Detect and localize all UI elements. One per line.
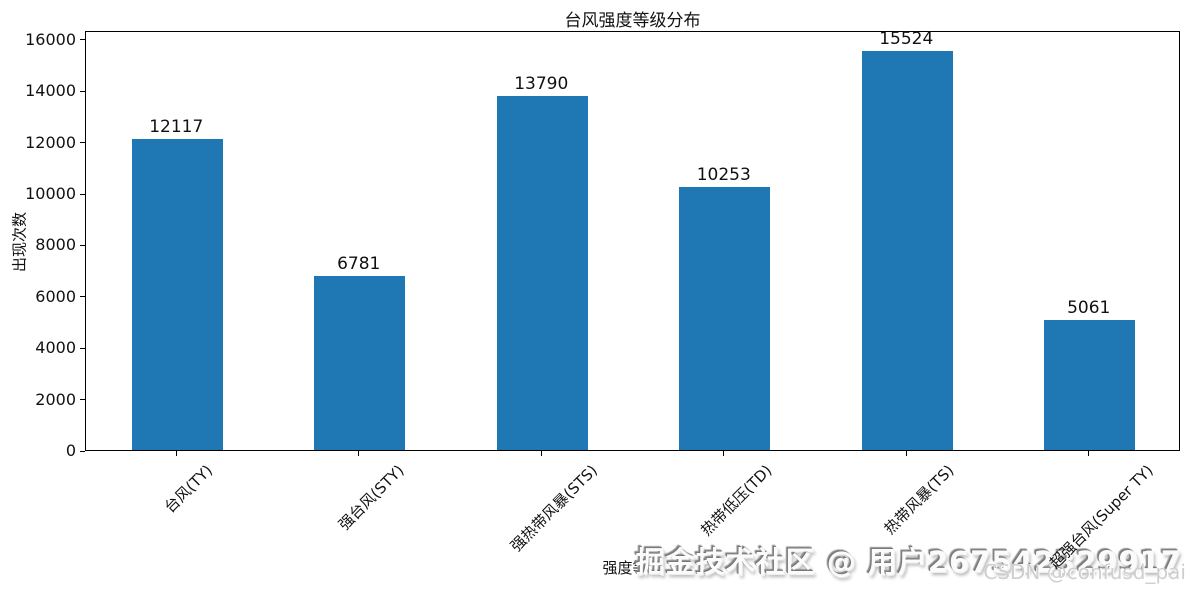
y-tick [80, 244, 85, 246]
y-tick [80, 347, 85, 349]
watermark-csdn: CSDN @confusd_pai [983, 560, 1186, 584]
y-tick-label: 0 [65, 441, 76, 460]
plot-area [85, 31, 1180, 451]
x-tick-label: 热带低压(TD) [697, 461, 776, 540]
chart-title: 台风强度等级分布 [564, 11, 701, 31]
y-tick-label: 8000 [35, 235, 76, 255]
bar [496, 95, 588, 450]
y-tick-label: 16000 [25, 29, 76, 49]
x-tick [540, 451, 542, 456]
bar [314, 275, 406, 450]
y-tick-label: 2000 [35, 389, 76, 409]
x-tick [1088, 451, 1090, 456]
y-tick-label: 14000 [25, 81, 76, 101]
y-tick [80, 39, 85, 41]
bar-value-label: 15524 [879, 29, 934, 50]
x-tick-label: 热带风暴(TS) [880, 461, 958, 538]
bar-value-label: 6781 [337, 253, 381, 274]
x-tick-label: 强台风(STY) [334, 461, 408, 534]
x-tick-label: 台风(TY) [161, 461, 217, 517]
x-tick [905, 451, 907, 456]
y-tick [80, 296, 85, 298]
x-tick-label: 强热带风暴(STS) [506, 461, 601, 556]
bar-value-label: 12117 [149, 116, 204, 137]
bar-value-label: 5061 [1067, 297, 1111, 318]
y-tick [80, 193, 85, 195]
watermark-juejin: 掘金技术社区 @ 用户267542329917 [635, 545, 1182, 579]
y-tick [80, 399, 85, 401]
bar [1044, 320, 1136, 450]
y-tick [80, 142, 85, 144]
x-tick [358, 451, 360, 456]
y-tick-label: 10000 [25, 184, 76, 204]
y-tick-label: 12000 [25, 132, 76, 152]
bar [131, 138, 223, 450]
y-tick-label: 6000 [35, 286, 76, 306]
x-tick [723, 451, 725, 456]
y-tick-label: 4000 [35, 338, 76, 358]
bar-value-label: 13790 [514, 73, 569, 94]
bar-value-label: 10253 [696, 164, 751, 185]
bar [679, 186, 771, 450]
y-tick [80, 90, 85, 92]
x-tick [175, 451, 177, 456]
bar [861, 51, 953, 450]
y-tick [80, 450, 85, 452]
x-axis-label: 强度等级 [602, 559, 663, 577]
